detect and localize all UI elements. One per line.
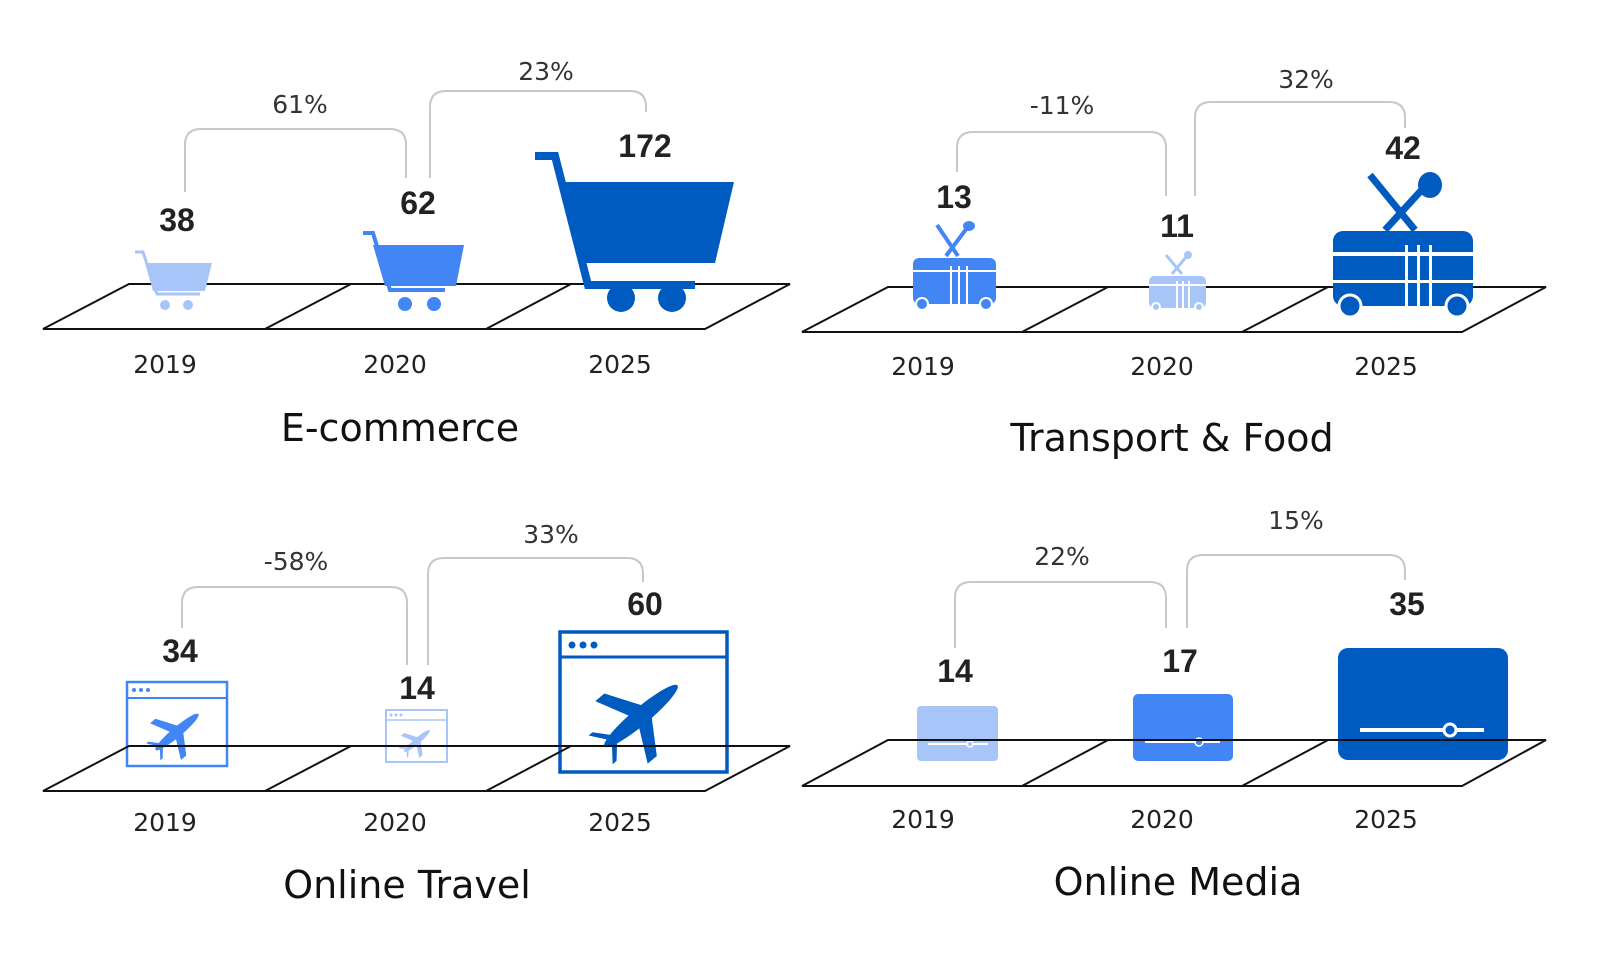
- bar-2020-food-bus-icon: [1149, 251, 1206, 312]
- floor-plane: [42, 745, 791, 792]
- floor-divider: [485, 283, 572, 330]
- bar-2025-food-bus-icon: [1333, 172, 1473, 319]
- category-label-2025: 2025: [588, 350, 652, 379]
- change-label-2020-2025: 32%: [1278, 65, 1334, 94]
- category-label-2019: 2019: [133, 808, 197, 837]
- category-label-2025: 2025: [588, 808, 652, 837]
- bar-2019-video-player-icon: [917, 706, 998, 761]
- value-label-2025: 35: [1389, 586, 1425, 622]
- change-bracket-2019-2020: [184, 128, 407, 192]
- change-bracket-2020-2025: [427, 557, 644, 665]
- bar-2020-cart-icon: [363, 231, 464, 311]
- category-label-2020: 2020: [1130, 352, 1194, 381]
- floor-divider: [1021, 739, 1109, 787]
- value-label-2025: 60: [627, 586, 663, 622]
- value-label-2020: 14: [399, 670, 435, 706]
- change-label-2020-2025: 23%: [518, 57, 574, 86]
- category-label-2019: 2019: [133, 350, 197, 379]
- value-label-2025: 42: [1385, 130, 1421, 166]
- panel-ecommerce: 61% 23% 38 62 172 2019 2020 2025 E-comme…: [42, 57, 791, 450]
- bar-2025-cart-icon: [535, 152, 734, 312]
- category-label-2019: 2019: [891, 805, 955, 834]
- panel-online-travel: -58% 33% 34 14 60 2019 2020 2025 Online …: [42, 520, 791, 907]
- floor-divider: [264, 745, 352, 792]
- change-bracket-2019-2020: [181, 586, 408, 665]
- bar-2020-airplane-window-icon: [385, 709, 448, 763]
- change-label-2019-2020: 22%: [1034, 542, 1090, 571]
- value-label-2020: 11: [1160, 208, 1194, 244]
- bar-2025-airplane-window-icon: [558, 630, 729, 774]
- change-label-2019-2020: -58%: [264, 547, 329, 576]
- bar-2019-airplane-window-icon: [125, 680, 229, 768]
- change-label-2020-2025: 15%: [1268, 506, 1324, 535]
- category-label-2020: 2020: [363, 350, 427, 379]
- category-label-2019: 2019: [891, 352, 955, 381]
- value-label-2019: 38: [159, 202, 195, 238]
- floor-divider: [1021, 286, 1109, 333]
- floor-divider: [485, 745, 572, 792]
- chart-title: Transport & Food: [1009, 416, 1333, 460]
- change-bracket-2019-2020: [956, 131, 1167, 196]
- bar-2019-food-bus-icon: [913, 221, 996, 311]
- chart-title: Online Media: [1054, 860, 1303, 904]
- panel-online-media: 22% 15% 14 17 35 2019 2020 2025 Online M…: [801, 506, 1547, 904]
- category-label-2020: 2020: [1130, 805, 1194, 834]
- bar-2020-video-player-icon: [1133, 694, 1233, 761]
- chart-title: Online Travel: [283, 863, 531, 907]
- value-label-2019: 13: [936, 179, 972, 215]
- floor-divider: [264, 283, 352, 330]
- floor-divider: [1241, 286, 1329, 333]
- value-label-2020: 62: [400, 185, 436, 221]
- change-label-2019-2020: 61%: [272, 90, 328, 119]
- change-bracket-2020-2025: [1194, 101, 1406, 196]
- value-label-2019: 14: [937, 653, 973, 689]
- panel-transport-food: -11% 32% 13 11 42 2019 2020 2025 Transpo…: [801, 65, 1547, 460]
- change-label-2020-2025: 33%: [523, 520, 579, 549]
- category-label-2025: 2025: [1354, 352, 1418, 381]
- category-label-2020: 2020: [363, 808, 427, 837]
- value-label-2025: 172: [618, 128, 671, 164]
- chart-title: E-commerce: [281, 406, 519, 450]
- change-label-2019-2020: -11%: [1030, 91, 1095, 120]
- floor-divider: [1241, 739, 1329, 787]
- change-bracket-2019-2020: [954, 581, 1167, 648]
- value-label-2020: 17: [1162, 643, 1198, 679]
- change-bracket-2020-2025: [1186, 554, 1406, 628]
- bar-2019-cart-icon: [135, 250, 212, 310]
- floor-plane: [42, 283, 791, 330]
- change-bracket-2020-2025: [429, 90, 647, 178]
- value-label-2019: 34: [162, 633, 198, 669]
- category-label-2025: 2025: [1354, 805, 1418, 834]
- bar-2025-video-player-icon: [1338, 648, 1508, 760]
